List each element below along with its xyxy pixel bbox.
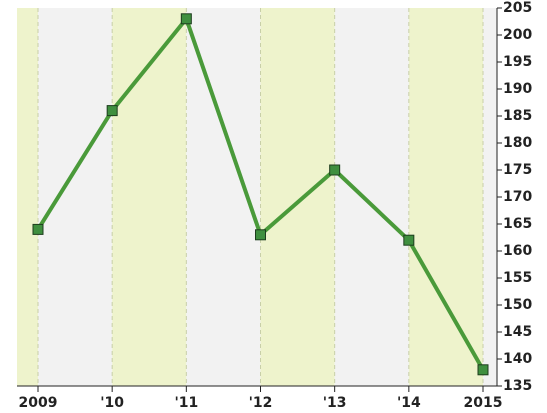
marker (180, 13, 192, 25)
x-tick-label: 2015 (464, 395, 503, 411)
y-tick-label: 135 (503, 378, 532, 394)
band (260, 8, 335, 386)
marker (329, 164, 341, 176)
band (17, 8, 38, 386)
marker (32, 223, 44, 235)
x-tick-label: '10 (100, 395, 124, 411)
marker (106, 105, 118, 117)
x-tick-label: '12 (249, 395, 273, 411)
marker (477, 364, 489, 376)
y-tick-label: 150 (503, 297, 532, 313)
y-tick-label: 140 (503, 351, 532, 367)
y-tick-label: 190 (503, 81, 532, 97)
band (334, 8, 409, 386)
y-tick-label: 155 (503, 270, 532, 286)
y-tick-label: 170 (503, 189, 532, 205)
y-tick-label: 175 (503, 162, 532, 178)
x-tick-label: '11 (174, 395, 198, 411)
marker (403, 234, 415, 246)
y-tick-label: 180 (503, 135, 532, 151)
y-tick-label: 200 (503, 27, 532, 43)
x-tick-label: '14 (397, 395, 421, 411)
band (38, 8, 113, 386)
y-tick-label: 165 (503, 216, 532, 232)
x-tick-label: 2009 (19, 395, 58, 411)
y-tick-label: 160 (503, 243, 532, 259)
y-tick-label: 195 (503, 54, 532, 70)
band (408, 8, 483, 386)
y-tick-label: 145 (503, 324, 532, 340)
y-tick-label: 185 (503, 108, 532, 124)
band (112, 8, 187, 386)
x-tick-label: '13 (323, 395, 347, 411)
marker (255, 229, 266, 241)
y-tick-label: 205 (503, 0, 532, 16)
band (483, 8, 497, 386)
